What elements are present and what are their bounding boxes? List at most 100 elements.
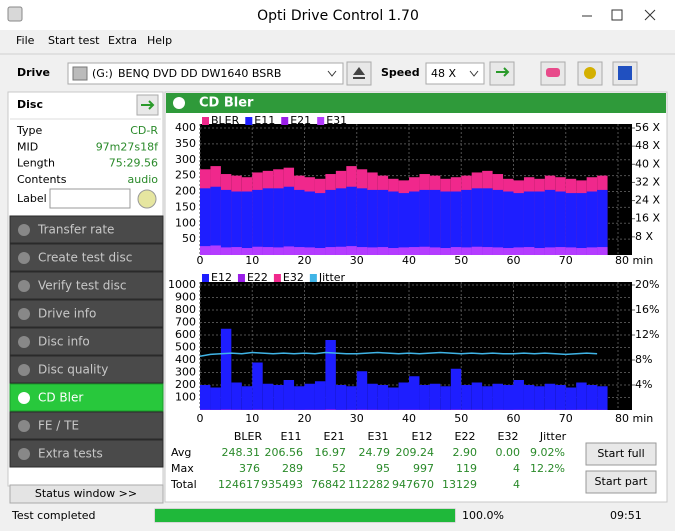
nav-button[interactable] <box>9 439 164 468</box>
menu-item[interactable]: File <box>16 34 35 47</box>
bar <box>231 382 242 410</box>
stat-value: 16.97 <box>315 446 347 459</box>
nav-button[interactable] <box>9 355 164 384</box>
status-window-label: Status window >> <box>35 487 137 500</box>
nav-button[interactable] <box>9 411 164 440</box>
bar <box>262 247 274 255</box>
speed-select[interactable] <box>425 62 485 85</box>
bar <box>304 191 315 255</box>
stat-value: 9.02% <box>530 446 565 459</box>
bar <box>555 191 566 255</box>
stat-value: 24.79 <box>359 446 391 459</box>
bar <box>210 387 221 410</box>
info-key: Contents <box>17 173 67 186</box>
bar <box>231 247 242 255</box>
bar <box>314 381 326 410</box>
panel-icon <box>173 97 185 109</box>
bar <box>304 383 315 410</box>
bar <box>429 189 441 255</box>
bar <box>492 247 504 255</box>
eject-icon <box>353 67 365 79</box>
start-full-button[interactable] <box>585 442 657 466</box>
bar <box>356 247 368 255</box>
bar <box>252 409 263 410</box>
bar <box>565 387 577 410</box>
refresh-button[interactable] <box>489 61 515 86</box>
y-tick-label: 700 <box>175 316 196 329</box>
info-value: 75:29.56 <box>109 157 158 170</box>
bar <box>503 385 514 410</box>
maximize-button[interactable] <box>611 9 623 21</box>
dropdown-arrow <box>327 70 337 77</box>
legend-swatch <box>202 117 209 125</box>
legend-label: E32 <box>283 271 304 284</box>
settings-icon <box>584 67 596 79</box>
nav-icon <box>18 392 30 404</box>
stat-value: 124617 <box>218 478 260 491</box>
nav-button[interactable] <box>9 327 164 356</box>
bar <box>534 191 545 255</box>
nav-label: FE / TE <box>38 419 79 433</box>
legend-label: E12 <box>211 271 232 284</box>
bar <box>388 191 399 255</box>
column-header: E12 <box>412 430 433 443</box>
nav-label: Extra tests <box>38 447 103 461</box>
y2-tick-label: 8% <box>635 353 652 366</box>
progress-bar <box>155 509 455 522</box>
menu-item[interactable]: Help <box>147 34 172 47</box>
nav-icon <box>18 280 30 292</box>
label-button[interactable] <box>137 189 157 209</box>
bar <box>450 191 462 255</box>
y-tick-label: 350 <box>175 137 196 150</box>
nav-label: Disc quality <box>38 363 108 377</box>
nav-icon <box>18 364 30 376</box>
bar <box>450 409 462 410</box>
nav-button[interactable] <box>9 299 164 328</box>
start-part-button[interactable] <box>585 470 657 494</box>
bar <box>544 247 556 255</box>
legend-label: E22 <box>247 271 268 284</box>
menu-item[interactable]: Start test <box>48 34 100 47</box>
stat-value: 52 <box>332 462 346 475</box>
bar <box>356 409 368 410</box>
status-window-button[interactable] <box>9 484 164 504</box>
speed-label: Speed <box>381 66 420 79</box>
bar <box>534 386 545 410</box>
nav-button[interactable] <box>9 271 164 300</box>
status-text: Test completed <box>11 509 96 522</box>
column-header: Jitter <box>539 430 567 443</box>
y-tick-label: 200 <box>175 378 196 391</box>
stat-value: 12.2% <box>530 462 565 475</box>
bar <box>461 247 472 255</box>
legend-label: E31 <box>326 114 347 127</box>
legend-swatch <box>309 274 317 282</box>
menu-item[interactable]: Extra <box>108 34 137 47</box>
status-time: 09:51 <box>610 509 642 522</box>
row-label: Avg <box>171 446 191 459</box>
nav-button[interactable] <box>9 243 164 272</box>
y-tick-label: 300 <box>175 153 196 166</box>
column-header: E32 <box>498 430 519 443</box>
nav-button[interactable] <box>9 383 164 412</box>
bar <box>419 246 430 255</box>
x-tick-label: 40 <box>402 412 416 425</box>
label-input[interactable] <box>49 188 131 209</box>
bar <box>586 247 598 255</box>
close-button[interactable] <box>644 9 656 21</box>
bar <box>377 189 389 255</box>
x-tick-label: 50 <box>454 254 468 267</box>
bar <box>555 385 566 410</box>
bar <box>210 245 221 255</box>
y-tick-label: 500 <box>175 341 196 354</box>
bar <box>544 189 556 255</box>
legend-label: Jitter <box>318 271 346 284</box>
bar <box>325 247 336 255</box>
nav-button[interactable] <box>9 215 164 244</box>
nav-icon <box>18 420 30 432</box>
bar <box>440 248 451 255</box>
drive-select[interactable] <box>67 62 344 85</box>
bar <box>252 246 263 255</box>
bar <box>429 247 441 255</box>
y-tick-label: 300 <box>175 366 196 379</box>
